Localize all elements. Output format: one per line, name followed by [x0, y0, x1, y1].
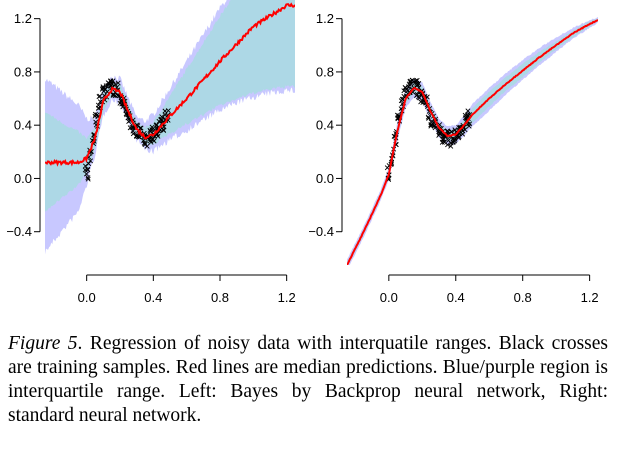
y-tick-label: 0.8 [14, 64, 32, 79]
x-tick-label: 1.2 [581, 290, 599, 305]
sample-cross [130, 128, 136, 134]
sample-cross [138, 125, 144, 131]
sample-cross [102, 87, 108, 93]
left-plot-area [45, 0, 295, 255]
left-median-line [45, 2, 295, 167]
sample-cross [85, 176, 91, 182]
sample-cross [87, 158, 94, 164]
sample-cross [162, 112, 168, 118]
sample-cross [159, 114, 165, 120]
x-tick-label: 0.0 [78, 290, 96, 305]
sample-cross [456, 135, 462, 141]
sample-cross [401, 88, 407, 94]
figure-caption: Figure 5. Regression of noisy data with … [8, 332, 608, 428]
sample-cross [158, 117, 164, 123]
sample-cross [92, 113, 98, 119]
sample-cross [452, 127, 458, 133]
sample-cross [465, 108, 471, 114]
sample-cross [119, 101, 125, 107]
sample-cross [395, 115, 401, 121]
sample-cross [85, 167, 91, 173]
y-tick-label: −0.4 [6, 224, 32, 239]
sample-cross [129, 125, 135, 131]
sample-cross [82, 163, 88, 169]
sample-cross [467, 121, 473, 127]
sample-cross [103, 83, 109, 89]
sample-cross [452, 138, 458, 144]
sample-cross [86, 161, 92, 167]
sample-cross [414, 81, 420, 87]
x-tick-label: 0.4 [447, 290, 465, 305]
sample-cross [165, 108, 171, 114]
y-tick-label: 0.0 [14, 171, 32, 186]
sample-cross [136, 134, 142, 140]
sample-cross [85, 175, 91, 181]
sample-cross [448, 129, 454, 135]
left-interquartile-inner-band [45, 0, 295, 212]
sample-cross [406, 84, 412, 90]
caption-text: . Regression of noisy data with interqua… [8, 333, 609, 426]
y-tick-label: 0.4 [316, 118, 334, 133]
sample-cross [153, 123, 159, 129]
right-interquartile-inner-band [347, 18, 598, 265]
caption-label: Figure 5 [8, 333, 78, 354]
y-tick-label: 0.0 [316, 171, 334, 186]
sample-cross [426, 115, 432, 121]
sample-cross [148, 139, 154, 145]
x-tick-label: 0.8 [514, 290, 532, 305]
figure: −0.4 0.0 0.4 0.8 1.2 0.0 0.4 0.8 1.2 −0.4 0.0 0.4 0… [6, 0, 599, 305]
y-tick-label: 0.8 [316, 64, 334, 79]
sample-cross [445, 142, 451, 148]
x-tick-label: 0.0 [380, 290, 398, 305]
sample-cross [151, 138, 157, 144]
sample-cross [96, 94, 102, 100]
right-panel: −0.4 0.0 0.4 0.8 1.2 0.0 0.4 0.8 1.2 [308, 11, 598, 305]
right-median-line [347, 19, 598, 265]
sample-cross [462, 127, 468, 133]
y-tick-label: −0.4 [308, 224, 334, 239]
sample-cross [83, 171, 90, 177]
y-tick-label: 0.4 [14, 118, 32, 133]
right-plot-area [347, 17, 598, 265]
sample-cross [452, 136, 458, 142]
y-tick-label: 1.2 [316, 11, 334, 26]
sample-cross [142, 140, 148, 146]
sample-cross [115, 80, 121, 86]
x-tick-label: 0.8 [211, 290, 229, 305]
x-tick-label: 0.4 [144, 290, 162, 305]
sample-cross [398, 98, 404, 104]
right-interquartile-outer-band [347, 17, 598, 265]
sample-cross [144, 143, 150, 149]
left-panel: −0.4 0.0 0.4 0.8 1.2 0.0 0.4 0.8 1.2 [6, 0, 296, 305]
sample-cross [425, 114, 431, 120]
sample-cross [432, 125, 438, 131]
x-tick-label: 1.2 [278, 290, 296, 305]
sample-cross [112, 81, 118, 87]
y-tick-label: 1.2 [14, 11, 32, 26]
